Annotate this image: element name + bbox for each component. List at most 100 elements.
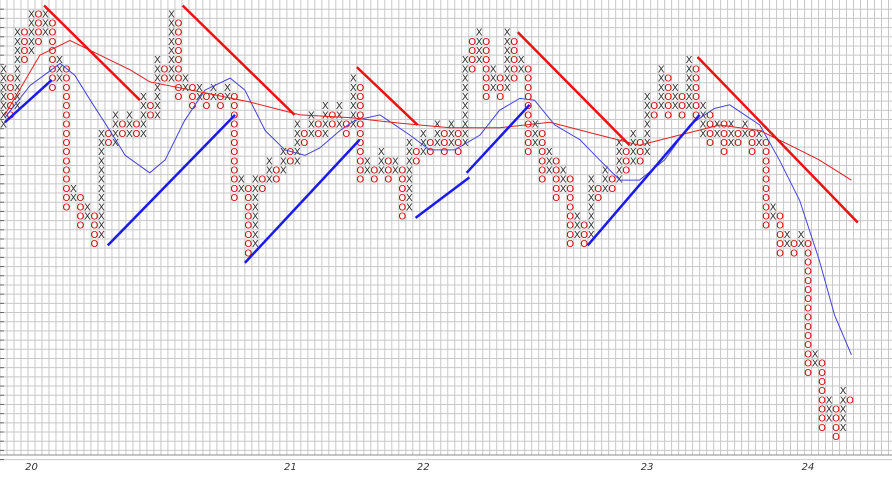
o-box: O bbox=[356, 138, 364, 149]
o-box: O bbox=[496, 92, 504, 103]
o-box: O bbox=[356, 175, 364, 186]
x-box: X bbox=[98, 166, 105, 177]
x-tick-label: 23 bbox=[641, 462, 654, 473]
x-box: X bbox=[168, 46, 175, 57]
o-box: O bbox=[49, 18, 57, 29]
x-box: X bbox=[252, 230, 259, 241]
o-box: O bbox=[818, 423, 826, 434]
o-box: O bbox=[552, 184, 560, 195]
o-box: O bbox=[678, 92, 686, 103]
o-box: O bbox=[748, 138, 756, 149]
o-box: O bbox=[524, 147, 532, 158]
o-box: O bbox=[804, 257, 812, 268]
o-box: O bbox=[174, 92, 182, 103]
o-box: O bbox=[426, 147, 434, 158]
x-box: X bbox=[546, 166, 553, 177]
x-box: X bbox=[588, 221, 595, 232]
o-box: O bbox=[412, 147, 420, 158]
x-box: X bbox=[168, 28, 175, 39]
o-box: O bbox=[244, 212, 252, 223]
o-box: O bbox=[174, 37, 182, 48]
x-box: X bbox=[476, 46, 483, 57]
x-box: X bbox=[56, 55, 63, 66]
x-box: X bbox=[504, 37, 511, 48]
x-box: X bbox=[756, 138, 763, 149]
x-box: X bbox=[602, 175, 609, 186]
x-box: X bbox=[644, 147, 651, 158]
o-box: O bbox=[118, 120, 126, 131]
x-box: X bbox=[616, 156, 623, 167]
x-tick-label: 24 bbox=[802, 462, 815, 473]
x-box: X bbox=[42, 28, 49, 39]
x-box: X bbox=[448, 120, 455, 131]
o-box: O bbox=[188, 92, 196, 103]
o-box: O bbox=[356, 156, 364, 167]
o-box: O bbox=[300, 129, 308, 140]
pf-column: OO bbox=[342, 120, 350, 140]
x-box: X bbox=[658, 64, 665, 75]
pf-column: OO bbox=[426, 138, 434, 158]
o-box: O bbox=[636, 156, 644, 167]
o-box: O bbox=[762, 147, 770, 158]
x-box: X bbox=[252, 193, 259, 204]
o-box: O bbox=[77, 202, 85, 213]
x-box: X bbox=[182, 74, 189, 85]
x-box: X bbox=[630, 156, 637, 167]
x-box: X bbox=[406, 156, 413, 167]
x-box: X bbox=[476, 37, 483, 48]
x-box: X bbox=[406, 175, 413, 186]
o-box: O bbox=[734, 129, 742, 140]
trend-line bbox=[516, 31, 631, 147]
o-box: O bbox=[230, 147, 238, 158]
x-box: X bbox=[714, 129, 721, 140]
o-box: O bbox=[63, 138, 71, 149]
trend-line bbox=[243, 138, 361, 264]
x-box: X bbox=[840, 414, 847, 425]
o-box: O bbox=[566, 184, 574, 195]
x-box: X bbox=[672, 101, 679, 112]
o-box: O bbox=[566, 175, 574, 186]
x-box: X bbox=[42, 18, 49, 29]
o-box: O bbox=[818, 386, 826, 397]
x-box: X bbox=[252, 212, 259, 223]
x-box: X bbox=[434, 120, 441, 131]
x-box: X bbox=[14, 64, 21, 75]
pf-column: OO bbox=[216, 92, 224, 112]
x-box: X bbox=[588, 202, 595, 213]
x-box: X bbox=[686, 101, 693, 112]
o-box: O bbox=[328, 120, 336, 131]
o-box: O bbox=[49, 64, 57, 75]
o-box: O bbox=[636, 138, 644, 149]
x-box: X bbox=[392, 156, 399, 167]
o-box: O bbox=[762, 184, 770, 195]
x-box: X bbox=[0, 120, 7, 131]
x-box: X bbox=[98, 129, 105, 140]
o-box: O bbox=[776, 248, 784, 259]
pf-column: XX bbox=[770, 202, 777, 222]
o-box: O bbox=[63, 166, 71, 177]
o-box: O bbox=[762, 138, 770, 149]
o-box: O bbox=[496, 83, 504, 94]
o-box: O bbox=[524, 83, 532, 94]
x-box: X bbox=[672, 92, 679, 103]
x-box: X bbox=[378, 147, 385, 158]
o-box: O bbox=[7, 83, 15, 94]
x-box: X bbox=[756, 129, 763, 140]
o-box: O bbox=[804, 303, 812, 314]
x-box: X bbox=[826, 414, 833, 425]
o-box: O bbox=[552, 175, 560, 186]
x-box: X bbox=[490, 83, 497, 94]
x-box: X bbox=[294, 120, 301, 131]
o-box: O bbox=[622, 156, 630, 167]
o-box: O bbox=[832, 432, 840, 443]
pf-column: XXX bbox=[826, 395, 833, 424]
